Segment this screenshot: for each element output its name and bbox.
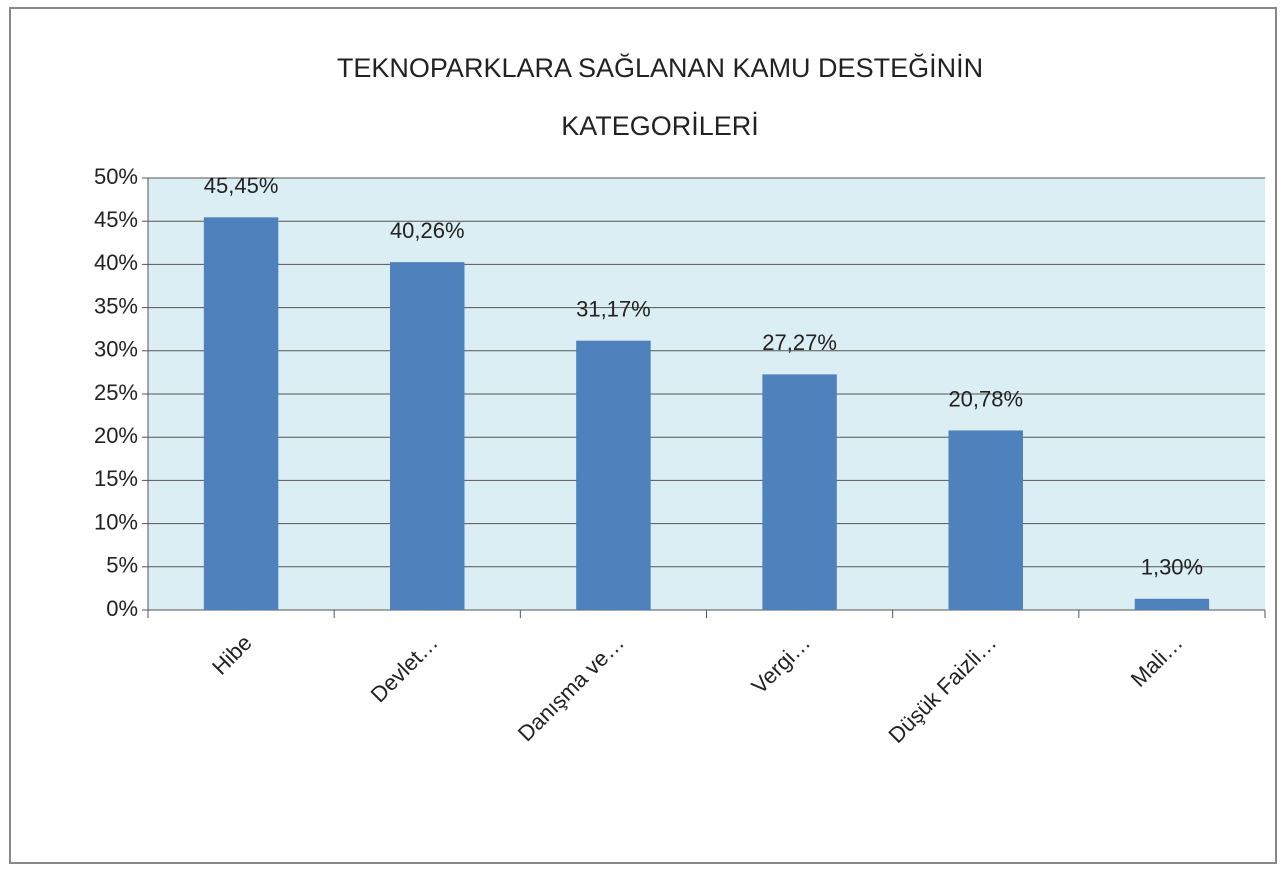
y-tick-label: 35% <box>94 293 138 318</box>
data-label: 1,30% <box>1141 555 1203 580</box>
y-tick-label: 15% <box>94 466 138 491</box>
chart-title: KATEGORİLERİ <box>561 110 759 141</box>
data-label: 27,27% <box>762 330 837 355</box>
chart-title: TEKNOPARKLARA SAĞLANAN KAMU DESTEĞİNİN <box>337 52 983 83</box>
y-tick-label: 50% <box>94 164 138 189</box>
data-label: 31,17% <box>576 297 651 322</box>
bar <box>762 374 837 610</box>
y-tick-label: 30% <box>94 337 138 362</box>
data-label: 45,45% <box>204 173 279 198</box>
bar <box>576 340 651 610</box>
data-label: 40,26% <box>390 218 465 243</box>
bar <box>1134 598 1210 610</box>
data-label: 20,78% <box>948 386 1023 411</box>
y-tick-label: 10% <box>94 509 138 534</box>
y-tick-label: 5% <box>106 553 138 578</box>
y-tick-label: 0% <box>106 596 138 621</box>
y-tick-label: 20% <box>94 423 138 448</box>
y-tick-label: 45% <box>94 207 138 232</box>
bar <box>948 430 1023 610</box>
bar <box>203 217 279 610</box>
y-tick-label: 40% <box>94 250 138 275</box>
bar <box>390 262 465 610</box>
y-tick-label: 25% <box>94 380 138 405</box>
